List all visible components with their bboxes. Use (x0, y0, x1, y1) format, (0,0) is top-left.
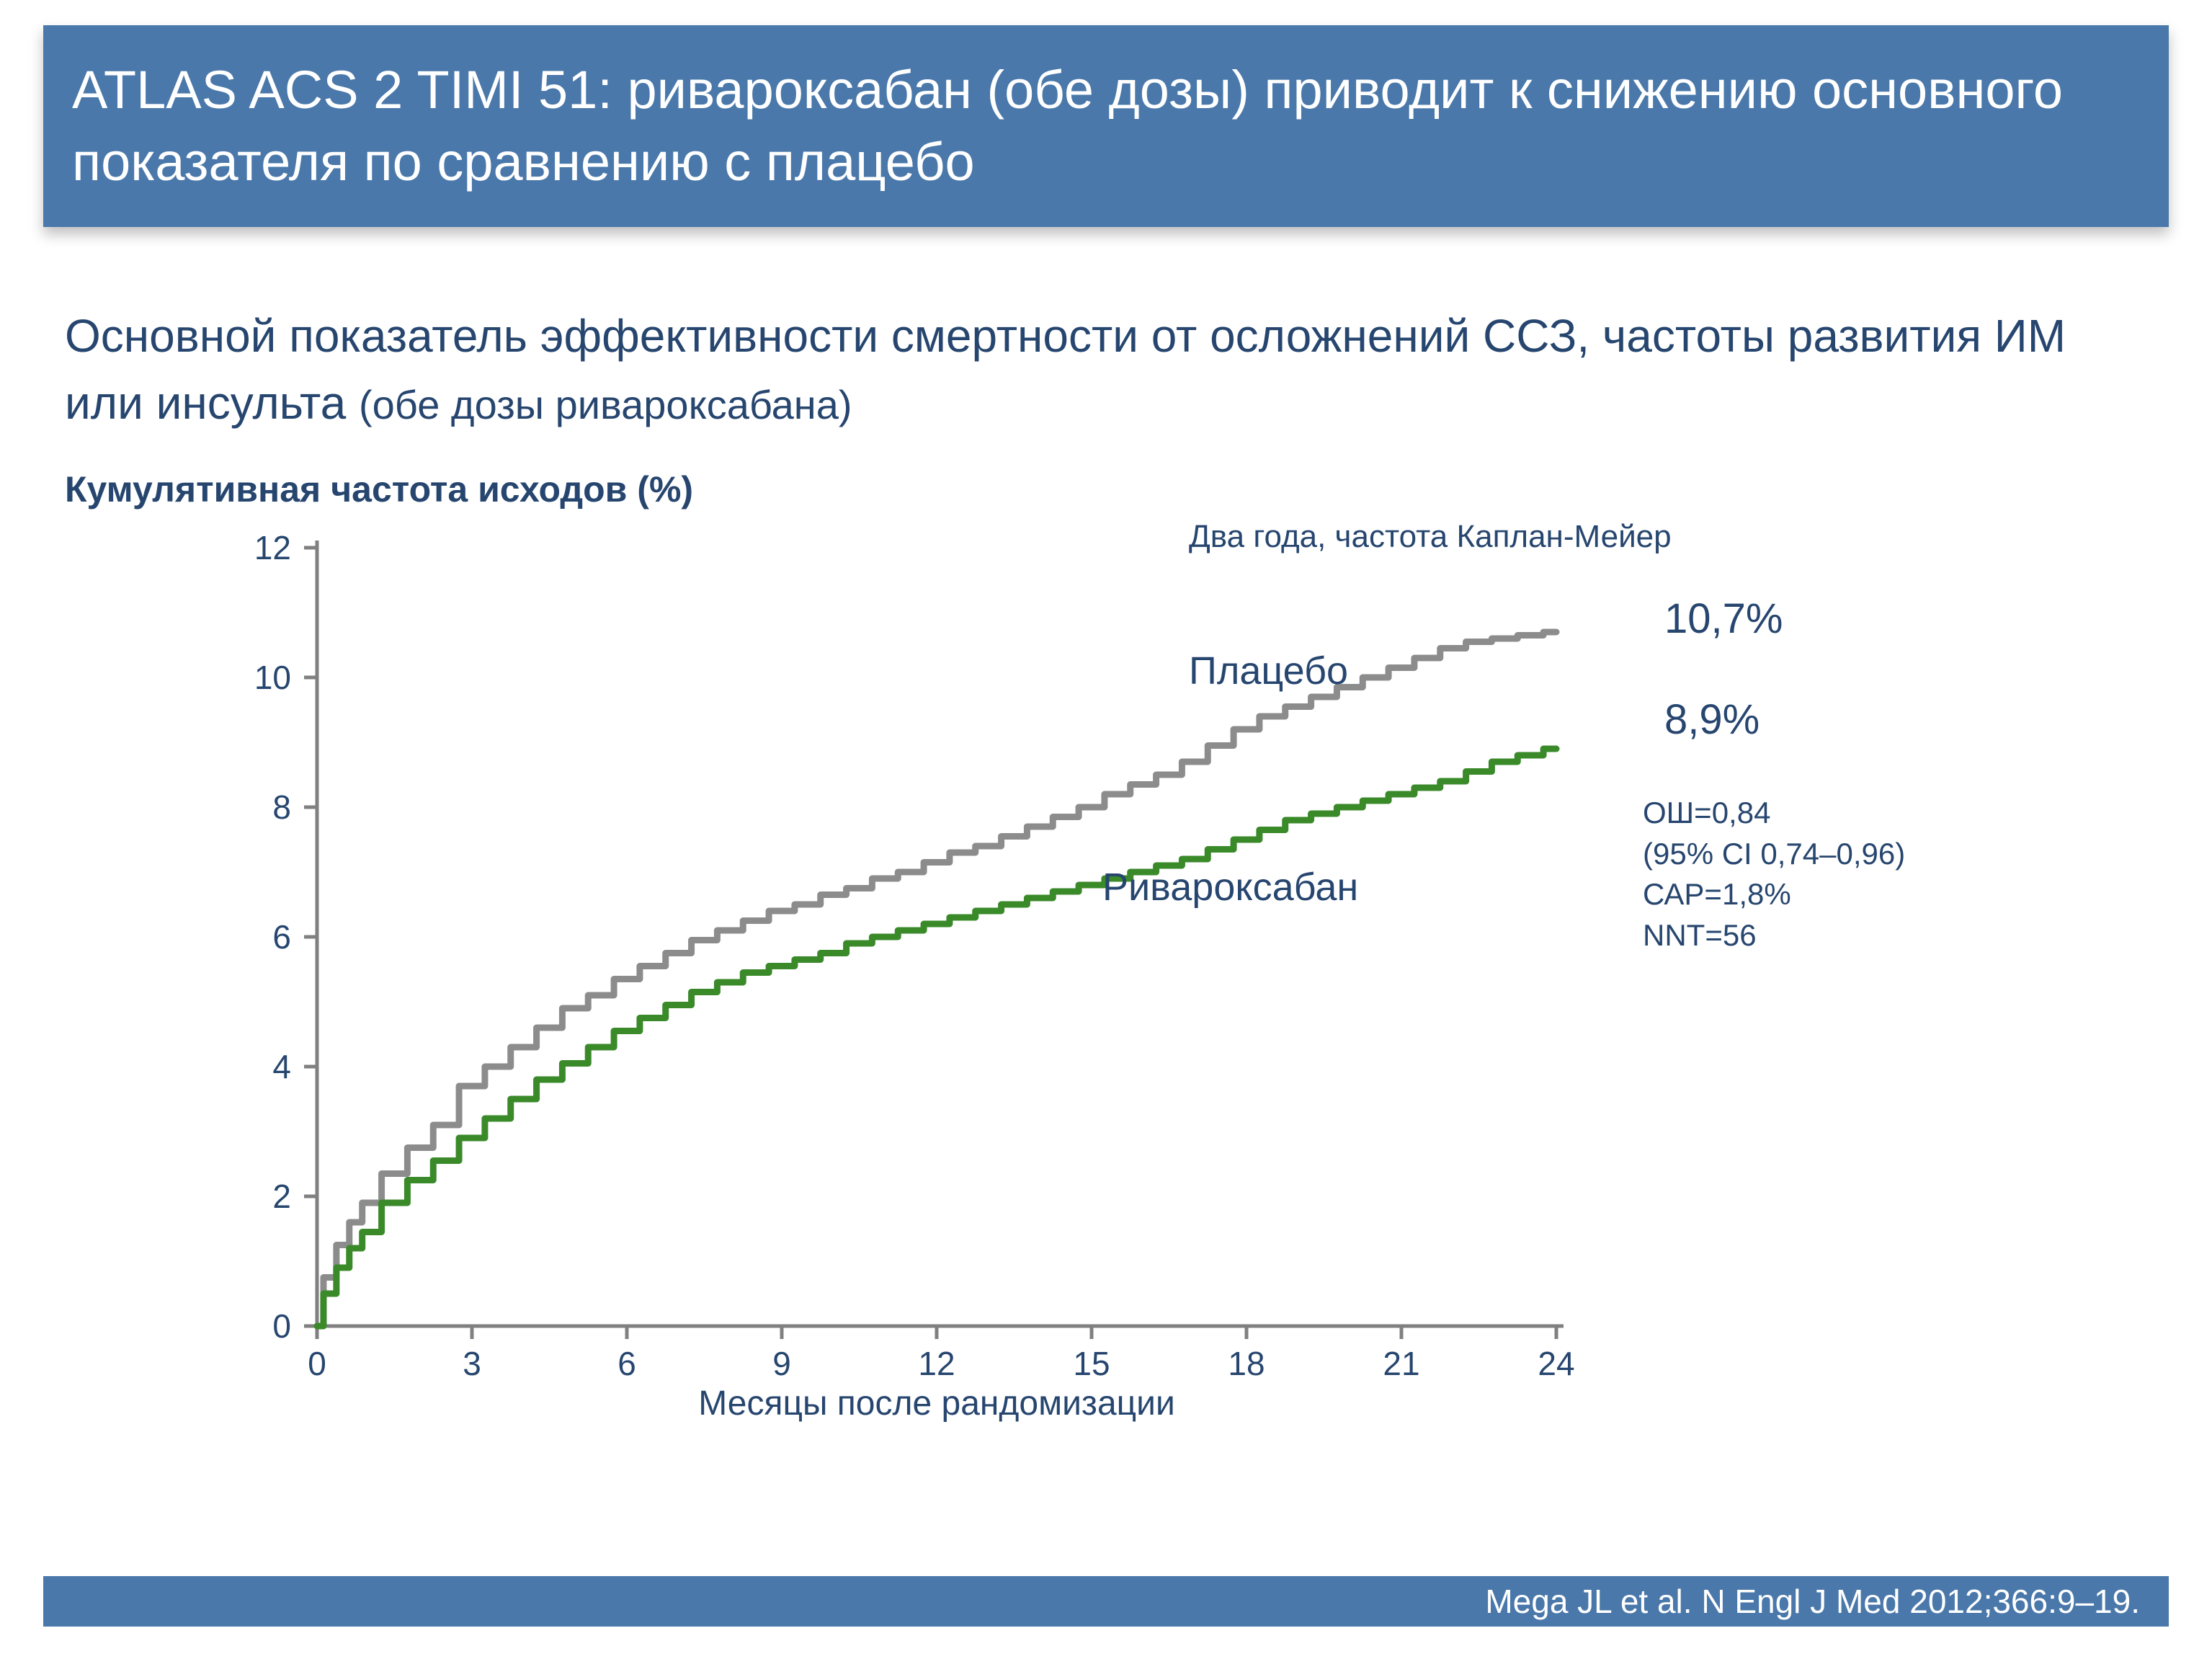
subtitle: Основной показатель эффективности смертн… (65, 303, 2140, 437)
svg-text:6: 6 (272, 918, 291, 956)
series-label-1: Ривароксабан (1102, 865, 1358, 909)
svg-text:0: 0 (272, 1307, 291, 1345)
x-axis-title: Месяцы после рандомизации (317, 1384, 1556, 1423)
series-1 (317, 749, 1556, 1326)
title-bar: ATLAS ACS 2 TIMI 51: ривароксабан (обе д… (43, 25, 2169, 227)
series-endpoint-1: 8,9% (1664, 695, 1760, 744)
svg-text:6: 6 (617, 1345, 636, 1382)
series-0 (317, 632, 1556, 1326)
km-chart: 02468101203691215182124 Два года, частот… (209, 526, 2082, 1441)
svg-text:21: 21 (1383, 1345, 1419, 1382)
footer-bar: Mega JL et al. N Engl J Med 2012;366:9–1… (43, 1576, 2169, 1627)
svg-text:3: 3 (463, 1345, 481, 1382)
svg-text:12: 12 (918, 1345, 955, 1382)
svg-text:24: 24 (1538, 1345, 1574, 1382)
y-axis-title: Кумулятивная частота исходов (%) (65, 468, 693, 510)
stats-line-2: САР=1,8% (1643, 874, 1905, 915)
svg-text:10: 10 (254, 659, 291, 696)
svg-text:8: 8 (272, 788, 291, 826)
series-endpoint-0: 10,7% (1664, 595, 1783, 643)
stats-line-3: NNT=56 (1643, 915, 1905, 956)
series-label-0: Плацебо (1189, 649, 1348, 693)
citation: Mega JL et al. N Engl J Med 2012;366:9–1… (1485, 1582, 2140, 1621)
svg-text:15: 15 (1073, 1345, 1110, 1382)
svg-text:4: 4 (272, 1048, 291, 1085)
svg-text:2: 2 (272, 1178, 291, 1215)
km-header: Два года, частота Каплан-Мейер (1189, 519, 1672, 555)
stats-block: ОШ=0,84(95% CI 0,74–0,96)САР=1,8%NNT=56 (1643, 793, 1905, 956)
svg-text:9: 9 (772, 1345, 791, 1382)
slide: ATLAS ACS 2 TIMI 51: ривароксабан (обе д… (0, 0, 2212, 1659)
svg-text:12: 12 (254, 529, 291, 566)
svg-text:0: 0 (308, 1345, 326, 1382)
slide-title: ATLAS ACS 2 TIMI 51: ривароксабан (обе д… (72, 54, 2140, 198)
stats-line-1: (95% CI 0,74–0,96) (1643, 834, 1905, 875)
stats-line-0: ОШ=0,84 (1643, 793, 1905, 834)
svg-text:18: 18 (1228, 1345, 1265, 1382)
chart-svg: 02468101203691215182124 (209, 526, 2082, 1441)
subtitle-paren: (обе дозы ривароксабана) (359, 382, 852, 427)
